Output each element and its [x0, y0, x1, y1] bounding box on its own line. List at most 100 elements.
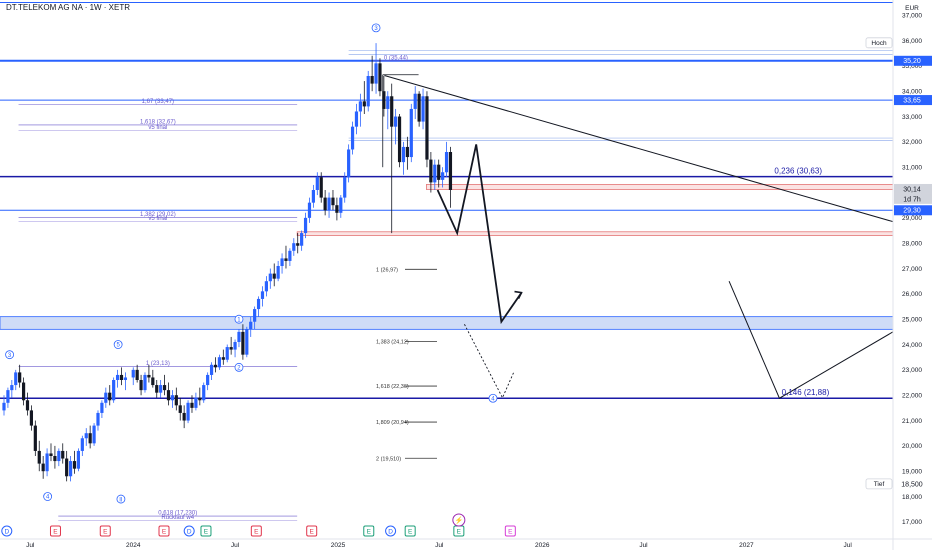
candle-body: [288, 250, 292, 261]
candle-body: [405, 146, 409, 158]
projected-path: [436, 144, 523, 325]
candle-body: [245, 329, 249, 355]
y-tick-label: 33,000: [902, 114, 922, 121]
candle-body: [401, 146, 406, 163]
event-marker-label: E: [457, 529, 462, 536]
candle-body: [272, 273, 276, 279]
candle-body: [425, 96, 429, 160]
candle-body: [296, 243, 300, 246]
x-tick-label: Jul: [844, 542, 853, 549]
candle-body: [280, 258, 284, 266]
candle-body: [429, 159, 433, 183]
earnings-marker: [404, 525, 416, 537]
resistance-zone: [296, 231, 894, 236]
candle-body: [108, 392, 112, 401]
earnings-marker: [363, 525, 375, 537]
candle-body: [307, 202, 312, 218]
fib-label: 1,618 (32,67): [140, 119, 176, 125]
candle-body: [327, 197, 331, 211]
candle-body: [358, 101, 362, 112]
wave-label: 4: [46, 495, 50, 501]
candle-body: [202, 385, 206, 401]
event-marker-label: E: [508, 529, 513, 536]
candle-body: [335, 205, 339, 213]
candle-body: [131, 369, 135, 378]
earnings-marker: [49, 525, 61, 537]
candle-body: [61, 450, 65, 459]
candle-body: [33, 425, 37, 451]
dividend-marker: [385, 525, 397, 537]
fib-label: 1,67 (33,47): [142, 99, 174, 105]
candle-body: [68, 461, 73, 477]
candle-body: [194, 397, 198, 408]
candle-body: [417, 93, 421, 122]
price-tag: [894, 205, 932, 216]
candle-body: [256, 298, 261, 310]
y-tick-label: 37,000: [902, 13, 922, 20]
candle-body: [413, 93, 417, 109]
y-tick-label: 26,000: [902, 291, 922, 298]
candle-body: [100, 402, 104, 413]
wave-label-circle: [113, 340, 123, 349]
support-zone: [0, 316, 894, 330]
event-marker-label: E: [103, 529, 108, 536]
y-tick-label: 35,000: [902, 63, 922, 70]
hi-lo-label: Hoch: [871, 40, 887, 47]
candle-body: [45, 453, 49, 472]
event-marker-label: D: [4, 529, 9, 536]
trendline: [384, 75, 894, 223]
x-tick-label: Jul: [26, 542, 35, 549]
candle-body: [421, 96, 425, 122]
chart-title: DT.TELEKOM AG NA · 1W · XETR: [6, 3, 131, 12]
candle-body: [18, 372, 22, 383]
candle-body: [343, 177, 347, 198]
fib-label: 0 (35,44): [384, 55, 408, 61]
price-tag: [894, 95, 932, 106]
wave-label-circle: [116, 494, 126, 504]
candle-body: [319, 177, 323, 198]
candle-body: [249, 321, 253, 330]
wave-label: 3: [374, 26, 378, 32]
candle-body: [190, 402, 194, 408]
y-tick-label: 27,000: [902, 266, 922, 273]
event-marker-label: E: [408, 529, 413, 536]
x-tick-label: 2027: [739, 542, 754, 549]
wave-label: II: [119, 497, 123, 503]
wave-label-circle: [371, 23, 381, 33]
candle-body: [382, 91, 386, 109]
candle-body: [186, 402, 190, 421]
candle-body: [65, 458, 69, 477]
candle-body: [374, 63, 378, 84]
hi-lo-pill: [865, 37, 893, 49]
candle-body: [264, 281, 268, 292]
path-arrowhead: [514, 290, 523, 299]
y-tick-label: 36,000: [902, 38, 922, 45]
candle-body: [84, 433, 88, 439]
earnings-marker: [504, 525, 516, 537]
candle-body: [155, 385, 159, 393]
flash-icon-glyph: ⚡: [454, 516, 463, 525]
projection-label: 1 (26,97): [376, 267, 398, 273]
candle-body: [276, 266, 280, 279]
wave-label: 5: [116, 343, 120, 349]
currency-label: EUR: [905, 5, 919, 12]
price-tag: [894, 193, 932, 204]
event-marker-label: E: [204, 529, 209, 536]
candle-body: [437, 164, 441, 180]
candle-body: [354, 111, 359, 127]
price-tag-text: 35,20: [903, 58, 921, 65]
candle-body: [370, 76, 374, 84]
candle-body: [174, 395, 178, 406]
candle-body: [217, 357, 221, 368]
future-path: [728, 281, 894, 399]
candle-body: [260, 291, 265, 299]
candle-body: [49, 453, 53, 456]
candle-body: [253, 309, 257, 322]
candle-body: [135, 369, 139, 380]
earnings-marker: [306, 525, 318, 537]
wave-label: 1: [237, 317, 241, 323]
event-marker-label: E: [53, 529, 58, 536]
candle-body: [170, 395, 175, 401]
candle-body: [268, 273, 272, 282]
